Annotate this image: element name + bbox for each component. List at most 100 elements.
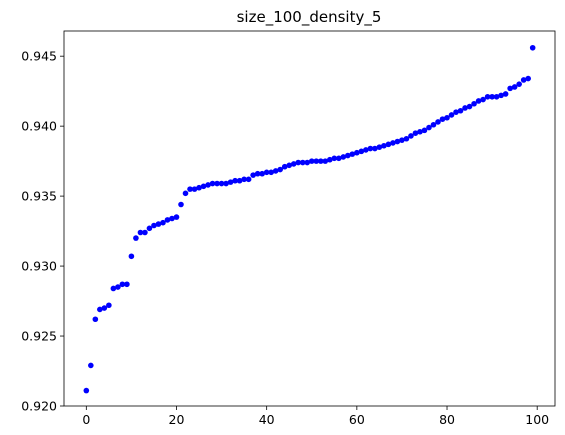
data-point [394,138,401,145]
data-point [412,130,419,136]
data-point [128,253,135,260]
data-point [196,184,202,191]
data-point [164,217,171,223]
data-point [489,93,495,100]
data-point [408,133,414,139]
data-point [390,140,396,146]
data-point [358,148,365,155]
data-point [223,180,229,187]
data-point [295,159,302,166]
data-point [466,103,473,110]
data-point [110,285,117,292]
x-tick-label: 80 [439,412,455,427]
data-point [376,144,383,150]
x-tick-label: 60 [349,412,365,427]
data-point [124,281,130,288]
data-point [484,93,491,100]
data-point [453,109,459,115]
data-point [525,75,531,82]
data-point [507,85,513,92]
data-point [232,177,238,184]
data-point [92,316,99,323]
data-point [97,306,103,313]
data-point [435,119,441,125]
data-point [272,168,279,174]
data-point [444,114,450,121]
data-point [187,186,193,192]
data-point [345,152,351,159]
data-point [331,155,338,162]
data-point [498,92,504,99]
data-point [106,302,112,309]
data-point [83,387,90,394]
y-tick-label: 0.920 [21,399,57,414]
y-axis-ticks: 0.920 0.925 0.930 0.935 0.940 0.945 [21,49,64,414]
data-point [511,84,518,90]
y-tick-label: 0.930 [21,259,57,274]
data-point [250,172,256,178]
y-tick-label: 0.935 [21,189,57,204]
data-point [448,112,455,118]
chart-title: size_100_density_5 [237,8,382,27]
data-point [439,116,446,122]
data-point [385,141,392,148]
data-point [263,169,270,176]
x-tick-label: 40 [259,412,275,427]
x-tick-label: 100 [525,412,549,427]
data-point [462,105,468,111]
data-point [430,121,437,128]
data-point [363,147,369,153]
data-point [426,124,432,131]
data-point [421,127,428,134]
data-point [281,163,288,170]
data-point [151,222,157,229]
data-point [268,169,274,176]
data-point [340,154,347,160]
data-point [182,190,189,197]
data-point [277,166,283,173]
data-point [308,158,315,164]
data-point [313,158,320,164]
data-point [480,96,486,103]
data-point [137,229,144,236]
data-point [146,225,153,232]
data-point [133,235,139,241]
x-tick-label: 0 [82,412,90,427]
data-point [200,183,207,190]
data-point [227,179,234,185]
data-point [417,128,423,135]
data-point [516,81,522,87]
data-point [209,180,216,187]
y-tick-label: 0.945 [21,49,57,64]
data-point [115,284,121,290]
data-point [241,176,247,183]
data-point [322,158,329,164]
data-points [83,44,536,394]
plot-frame [63,30,556,407]
data-point [354,149,360,156]
data-point [290,161,297,167]
data-point [214,180,220,187]
data-point [502,91,509,97]
data-point [173,214,180,220]
data-point [493,93,500,100]
data-point [399,137,405,143]
data-point [205,182,211,188]
y-tick-label: 0.925 [21,329,57,344]
data-point [254,170,261,177]
data-point [475,98,482,104]
data-point [372,145,378,152]
data-point [119,281,126,288]
data-point [457,107,464,114]
data-point [286,162,293,169]
data-point [101,305,108,311]
data-point [218,180,225,187]
data-point [349,151,356,157]
data-point [160,219,166,226]
data-point [471,100,477,107]
data-point [304,159,311,166]
data-point [236,177,243,184]
x-axis-ticks: 0 20 40 60 80 100 [82,406,549,427]
data-point [155,221,162,227]
data-point [259,170,265,177]
